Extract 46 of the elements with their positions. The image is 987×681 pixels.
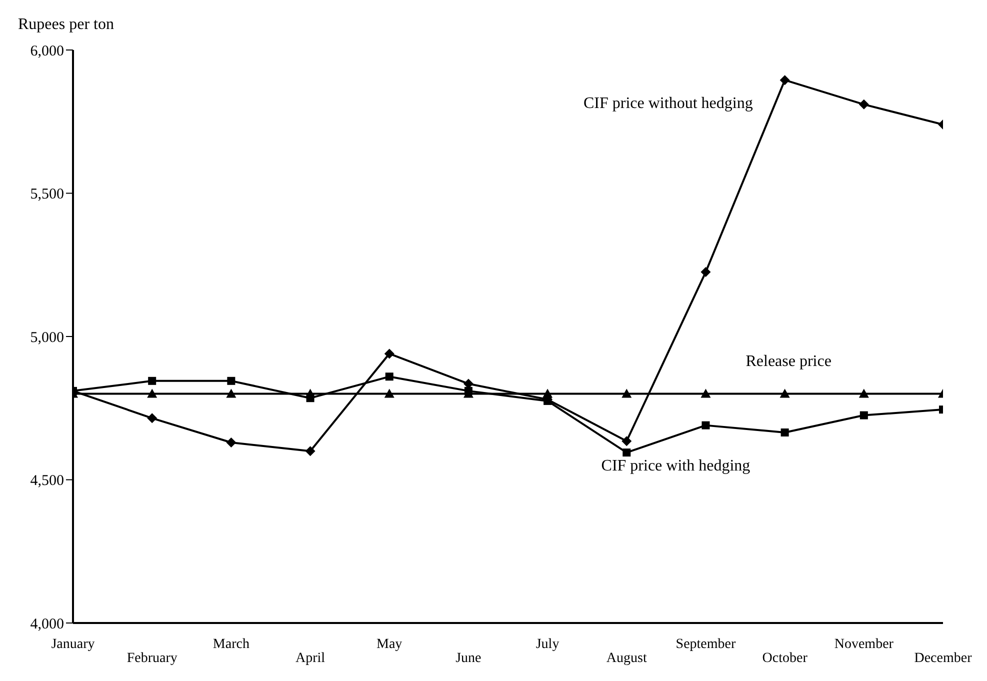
- point: [148, 376, 156, 385]
- x-tick-label: February: [126, 650, 178, 666]
- point: [858, 388, 869, 398]
- point: [860, 411, 868, 420]
- series-label: CIF price without hedging: [584, 95, 753, 112]
- point: [306, 394, 314, 402]
- point: [385, 372, 394, 381]
- x-tick-label: April: [295, 650, 326, 666]
- series-label: CIF price with hedging: [601, 457, 750, 474]
- point: [780, 388, 790, 398]
- y-tick-label: 4,500: [30, 473, 64, 490]
- point: [858, 99, 869, 110]
- x-tick-label: September: [676, 636, 736, 652]
- point: [227, 376, 236, 385]
- point: [780, 75, 790, 86]
- y-tick-label: 4,000: [30, 616, 64, 632]
- x-tick-label: July: [536, 636, 560, 652]
- x-tick-label: December: [914, 650, 972, 666]
- point: [700, 388, 711, 398]
- point: [700, 267, 711, 278]
- x-tick-label: January: [51, 636, 95, 652]
- series-label: Release price: [746, 352, 832, 370]
- point: [226, 388, 236, 398]
- x-tick-label: March: [212, 636, 250, 652]
- y-tick-label: 6,000: [30, 43, 64, 60]
- point: [622, 448, 631, 457]
- x-tick-label: May: [376, 636, 402, 652]
- point: [702, 421, 710, 430]
- point: [544, 396, 552, 405]
- point: [147, 388, 158, 398]
- point: [305, 446, 316, 456]
- point: [780, 428, 789, 436]
- point: [464, 386, 472, 395]
- x-tick-label: August: [606, 650, 647, 666]
- x-tick-label: June: [456, 650, 482, 666]
- point: [622, 436, 632, 446]
- y-axis-title: Rupees per ton: [18, 16, 114, 34]
- point: [147, 413, 158, 424]
- point: [384, 348, 394, 359]
- x-tick-label: October: [762, 650, 808, 666]
- y-tick-label: 5,500: [30, 186, 64, 203]
- point: [226, 438, 236, 448]
- point: [622, 388, 632, 398]
- y-tick-label: 5,000: [30, 330, 64, 346]
- point: [384, 388, 394, 398]
- x-tick-label: November: [834, 636, 894, 652]
